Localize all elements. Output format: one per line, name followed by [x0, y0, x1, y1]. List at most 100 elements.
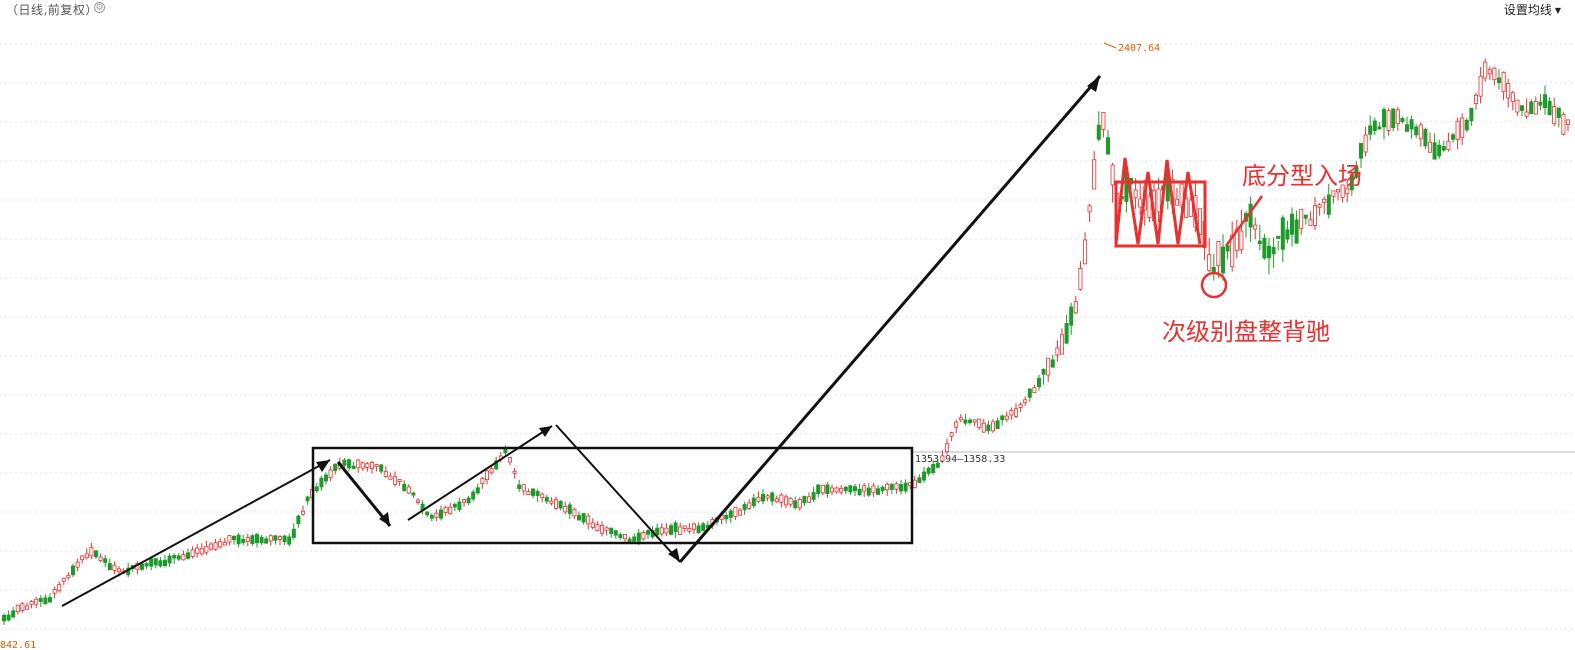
candle-body — [268, 535, 273, 542]
candle-body — [590, 522, 595, 528]
candle-body — [802, 495, 807, 504]
candle-body — [1110, 164, 1115, 186]
gear-icon[interactable]: ⚙ — [94, 2, 105, 13]
candle-body — [277, 536, 282, 540]
candle-body — [1276, 235, 1281, 239]
candle-body — [1023, 399, 1028, 404]
candle-body — [287, 536, 292, 545]
candle-body — [94, 550, 99, 558]
candle-body — [641, 532, 646, 540]
candle-body — [388, 475, 393, 480]
candle-body — [1538, 101, 1543, 106]
candle-body — [34, 598, 39, 605]
candle-body — [250, 535, 255, 544]
candle-body — [1432, 142, 1437, 160]
candle-body — [1497, 77, 1502, 83]
candle-body — [747, 502, 752, 509]
candle-body — [1561, 113, 1566, 135]
candle-body — [434, 512, 439, 518]
candle-body — [484, 470, 489, 481]
arrow-head — [316, 460, 330, 472]
candle-body — [48, 597, 53, 603]
divergence-circle — [1200, 271, 1228, 299]
candle-body — [1382, 109, 1387, 128]
candle-body — [673, 522, 678, 533]
candle-body — [1552, 106, 1557, 125]
candle-body — [89, 546, 94, 557]
ma-settings-label: 设置均线 — [1503, 3, 1552, 17]
candle-body — [328, 469, 333, 479]
candle-body — [305, 496, 310, 502]
candle-body — [1529, 101, 1534, 115]
trend-line-5 — [678, 75, 1102, 563]
candle-body — [756, 496, 761, 502]
low-price-label: 842.61 — [0, 640, 36, 650]
candle-body — [176, 555, 181, 560]
arrowheads — [316, 76, 1100, 562]
candle-body — [1267, 245, 1272, 259]
candle-body — [38, 597, 43, 602]
candle-body — [1441, 146, 1446, 151]
candle-body — [940, 455, 945, 462]
candle-body — [195, 547, 200, 554]
candle-body — [1064, 323, 1069, 344]
candle-body — [1308, 219, 1313, 226]
candle-body — [291, 528, 296, 538]
candle-body — [75, 561, 80, 568]
candle-body — [866, 487, 871, 496]
candle-body — [245, 537, 250, 543]
candle-body — [1257, 240, 1262, 245]
candle-body — [1290, 213, 1295, 235]
candle-body — [728, 510, 733, 518]
candle-body — [1198, 208, 1203, 235]
candle-body — [623, 534, 628, 540]
ma-settings-dropdown[interactable]: 设置均线 ▼ — [1504, 1, 1561, 18]
candle-body — [241, 538, 246, 544]
candle-body — [1547, 100, 1552, 116]
candle-body — [765, 495, 770, 499]
candle-body — [20, 603, 25, 611]
candle-body — [807, 496, 812, 503]
candle-body — [1409, 119, 1414, 130]
candle-body — [1460, 117, 1465, 139]
candle-body — [733, 507, 738, 517]
candle-body — [443, 506, 448, 513]
entry-label: 底分型入场 — [1242, 162, 1362, 190]
candle-body — [1000, 415, 1005, 421]
candle-body — [894, 483, 899, 490]
candle-body — [457, 501, 462, 510]
candle-body — [204, 545, 209, 553]
candle-body — [333, 463, 338, 471]
candle-body — [751, 497, 756, 507]
candle-body — [517, 484, 522, 490]
candle-body — [1041, 369, 1046, 375]
candle-body — [494, 460, 499, 470]
candle-body — [1428, 141, 1433, 153]
candle-body — [1395, 109, 1400, 124]
candle-body — [1032, 387, 1037, 393]
candle-body — [646, 530, 651, 535]
candle-body — [1359, 142, 1364, 159]
candle-body — [1050, 359, 1055, 368]
candle-body — [448, 506, 453, 514]
high-price-label: 2407.64 — [1118, 43, 1160, 54]
candle-body — [231, 535, 236, 541]
candle-body — [24, 605, 29, 610]
candle-body — [98, 556, 103, 561]
candle-body — [678, 526, 683, 535]
candle-body — [1096, 124, 1101, 140]
candle-body — [531, 488, 536, 496]
candle-body — [659, 527, 664, 535]
candle-body — [554, 499, 559, 509]
candle-body — [1451, 134, 1456, 140]
candle-body — [1543, 94, 1548, 109]
candle-body — [1340, 184, 1345, 198]
candle-body — [1221, 246, 1226, 274]
candle-body — [1046, 357, 1051, 376]
candle-body — [958, 417, 963, 421]
candle-body — [471, 491, 476, 500]
candle-body — [208, 543, 213, 550]
candle-body — [926, 467, 931, 474]
candle-body — [535, 491, 540, 496]
